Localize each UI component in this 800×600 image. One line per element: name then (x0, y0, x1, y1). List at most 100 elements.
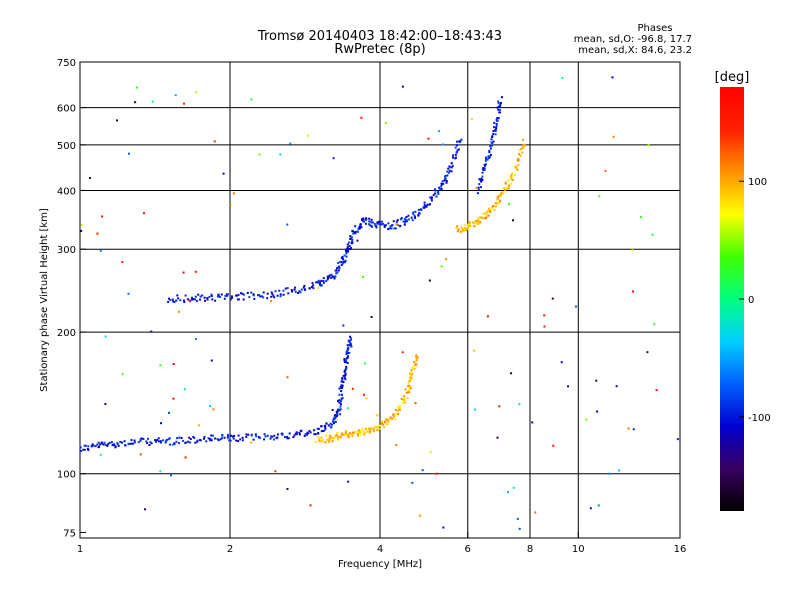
data-point (475, 221, 478, 224)
data-point (377, 220, 380, 223)
data-point (351, 238, 354, 241)
data-point (340, 400, 343, 403)
data-point (596, 410, 599, 413)
data-points (79, 76, 679, 530)
data-point (294, 432, 297, 435)
chart-title: Tromsø 20140403 18:42:00–18:43:43 (257, 29, 502, 44)
data-point (159, 441, 162, 444)
data-point (567, 385, 570, 388)
data-point (518, 153, 521, 156)
data-point (494, 205, 497, 208)
data-point (369, 224, 372, 227)
data-point (390, 224, 393, 227)
data-point (262, 291, 265, 294)
data-point (430, 199, 433, 202)
data-point (293, 288, 296, 291)
data-point (332, 418, 335, 421)
data-point (413, 216, 416, 219)
data-point (317, 287, 320, 290)
data-point (326, 278, 329, 281)
data-point (342, 324, 345, 327)
data-point (472, 221, 475, 224)
data-point (452, 154, 455, 157)
data-point (131, 442, 134, 445)
data-point (428, 279, 431, 282)
data-point (341, 384, 344, 387)
data-point (499, 200, 502, 203)
data-point (344, 432, 347, 435)
data-point (364, 218, 367, 221)
data-point (497, 105, 500, 108)
data-point (510, 174, 513, 177)
data-point (561, 76, 564, 79)
data-point (357, 227, 360, 230)
data-point (329, 426, 332, 429)
data-point (418, 514, 421, 517)
data-point (505, 187, 508, 190)
data-point (183, 300, 186, 303)
data-point (455, 151, 458, 154)
data-point (405, 218, 408, 221)
data-point (459, 141, 462, 144)
data-point (393, 414, 396, 417)
data-point (399, 224, 402, 227)
data-point (476, 192, 479, 195)
data-point (137, 441, 140, 444)
data-point (130, 439, 133, 442)
data-point (100, 442, 103, 445)
data-point (497, 102, 500, 105)
data-point (86, 447, 89, 450)
data-point (322, 281, 325, 284)
data-point (229, 298, 232, 301)
data-point (435, 472, 438, 475)
data-point (511, 172, 514, 175)
data-point (410, 369, 413, 372)
data-point (400, 217, 403, 220)
data-point (403, 223, 406, 226)
data-point (455, 156, 458, 159)
data-point (188, 436, 191, 439)
data-point (493, 208, 496, 211)
data-point (612, 135, 615, 138)
data-point (477, 218, 480, 221)
data-point (348, 245, 351, 248)
data-point (102, 443, 105, 446)
data-point (432, 194, 435, 197)
data-point (511, 176, 514, 179)
data-point (346, 436, 349, 439)
data-point (146, 442, 149, 445)
data-point (196, 299, 199, 302)
data-point (487, 155, 490, 158)
data-point (353, 432, 356, 435)
data-point (346, 352, 349, 355)
data-point (180, 437, 183, 440)
data-point (183, 299, 186, 302)
data-point (80, 223, 83, 226)
data-point (408, 379, 411, 382)
y-tick-label: 100 (57, 470, 76, 481)
data-point (508, 184, 511, 187)
data-point (220, 293, 223, 296)
data-point (398, 405, 401, 408)
data-point (461, 230, 464, 233)
data-point (210, 294, 213, 297)
data-point (440, 265, 443, 268)
data-point (466, 225, 469, 228)
data-point (415, 363, 418, 366)
data-point (403, 397, 406, 400)
data-point (222, 172, 225, 175)
data-point (378, 427, 381, 430)
data-point (347, 339, 350, 342)
data-point (378, 424, 381, 427)
y-tick-label: 500 (57, 141, 76, 152)
data-point (239, 292, 242, 295)
data-point (156, 439, 159, 442)
data-point (356, 431, 359, 434)
y-tick-label: 600 (57, 104, 76, 115)
data-point (143, 212, 146, 215)
data-point (167, 300, 170, 303)
data-point (509, 175, 512, 178)
data-point (252, 293, 255, 296)
data-point (343, 358, 346, 361)
